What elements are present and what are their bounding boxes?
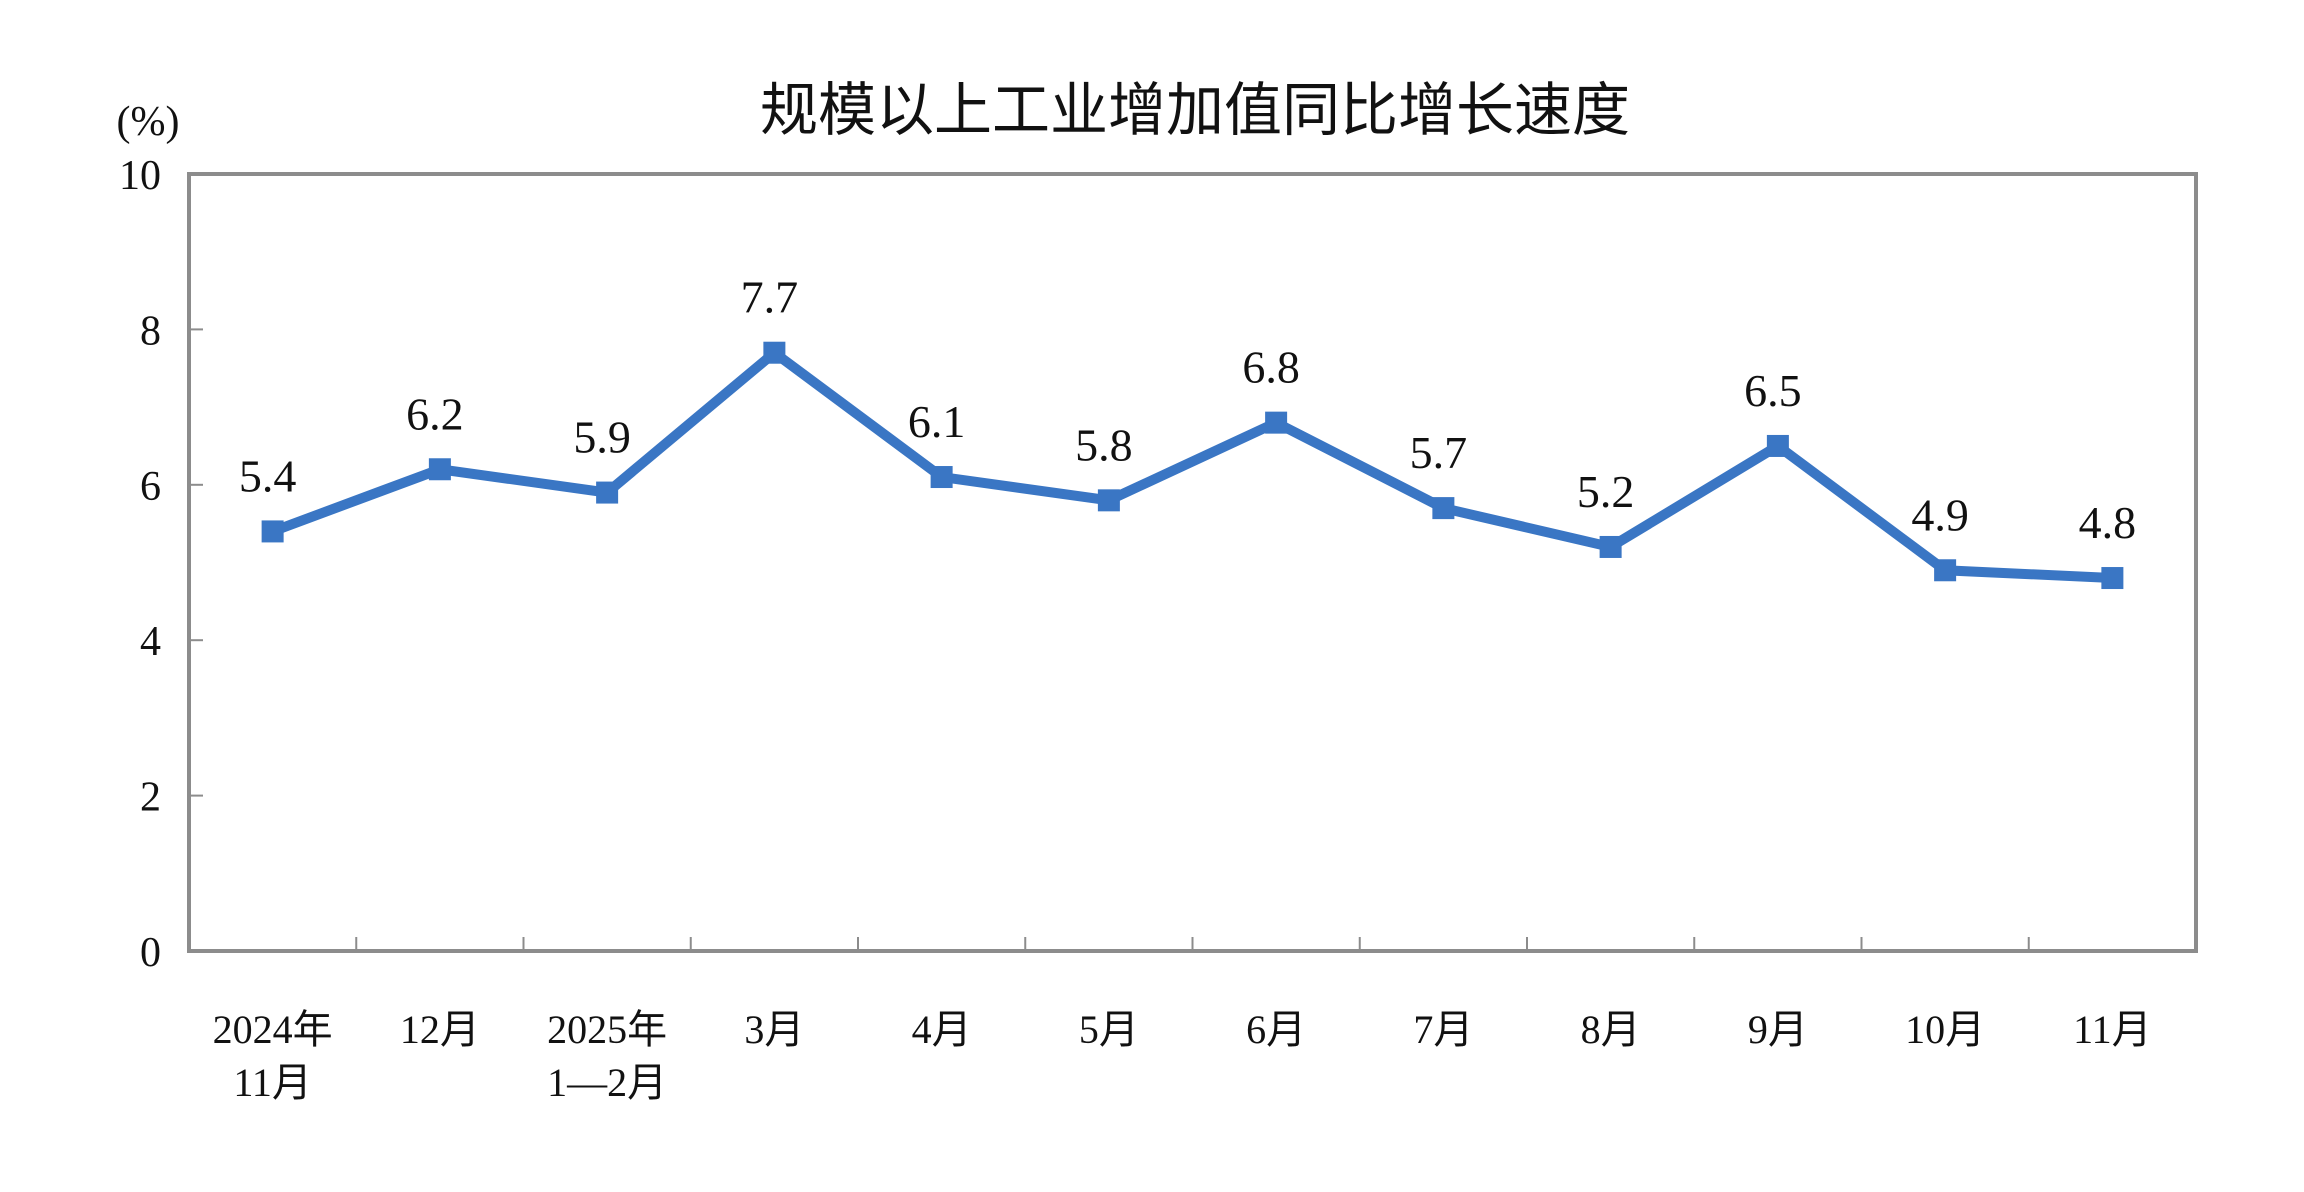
x-tick-label-line: 2024年 [213, 1007, 333, 1052]
data-point-marker [596, 481, 619, 504]
x-tick-label: 2024年 11月 [213, 1007, 333, 1105]
data-label: 4.9 [1911, 489, 1969, 540]
x-tick-label: 3月 [744, 1007, 804, 1052]
x-tick-label: 2025年 1—2月 [547, 1007, 667, 1105]
data-point-marker [1766, 434, 1789, 457]
x-tick-label-line: 10月 [1905, 1007, 1985, 1052]
data-point-marker [1432, 497, 1455, 520]
data-point-marker [1599, 535, 1622, 558]
x-tick-label: 9月 [1748, 1007, 1808, 1052]
series-line [270, 346, 2113, 584]
chart-title: 规模以上工业增加值同比增长速度 [760, 76, 1630, 144]
y-tick-label: 2 [140, 775, 161, 821]
data-point-marker [1265, 411, 1288, 434]
data-label: 6.5 [1744, 365, 1802, 416]
y-tick-label: 10 [119, 153, 161, 199]
data-label: 6.8 [1242, 342, 1300, 393]
x-tick-label: 7月 [1413, 1007, 1473, 1052]
x-tick-label-line: 12月 [400, 1007, 480, 1052]
data-label: 5.4 [239, 450, 297, 501]
data-label: 5.2 [1577, 466, 1635, 517]
x-tick-label: 11月 [2073, 1007, 2152, 1052]
x-tick-label-line: 9月 [1748, 1007, 1808, 1052]
data-label: 6.2 [406, 388, 464, 439]
x-tick-label: 4月 [912, 1007, 972, 1052]
y-axis-unit-label: (%) [117, 99, 180, 145]
data-point-marker [428, 458, 451, 481]
data-point-marker [930, 466, 953, 489]
x-tick-label: 8月 [1581, 1007, 1641, 1052]
data-label: 6.1 [908, 396, 966, 447]
x-tick-label-line: 1—2月 [547, 1060, 667, 1105]
x-tick-label-line: 5月 [1079, 1007, 1139, 1052]
data-point-marker [1934, 559, 1957, 582]
x-tick-label-line: 6月 [1246, 1007, 1306, 1052]
x-tick-label-line: 11月 [233, 1060, 312, 1105]
y-tick-label: 8 [140, 308, 161, 354]
x-tick-label-line: 11月 [2073, 1007, 2152, 1052]
data-label: 5.8 [1075, 419, 1133, 470]
data-point-marker [763, 341, 786, 364]
x-tick-label-line: 7月 [1413, 1007, 1473, 1052]
x-tick-label-line: 3月 [744, 1007, 804, 1052]
data-label: 7.7 [741, 272, 799, 323]
data-label: 4.8 [2079, 497, 2137, 548]
data-point-marker [2101, 567, 2124, 590]
x-tick-label-line: 2025年 [547, 1007, 667, 1052]
data-label: 5.7 [1410, 427, 1468, 478]
y-tick-label: 0 [140, 930, 161, 976]
x-tick-label: 12月 [400, 1007, 480, 1052]
y-tick-label: 6 [140, 464, 161, 510]
data-point-marker [261, 520, 284, 543]
x-tick-label: 5月 [1079, 1007, 1139, 1052]
plot-frame [187, 172, 2198, 953]
data-point-marker [1097, 489, 1120, 512]
y-tick-label: 4 [140, 619, 161, 665]
x-tick-label-line: 8月 [1581, 1007, 1641, 1052]
x-tick-label-line: 4月 [912, 1007, 972, 1052]
x-tick-label: 10月 [1905, 1007, 1985, 1052]
data-label: 5.9 [573, 412, 631, 463]
x-tick-label: 6月 [1246, 1007, 1306, 1052]
